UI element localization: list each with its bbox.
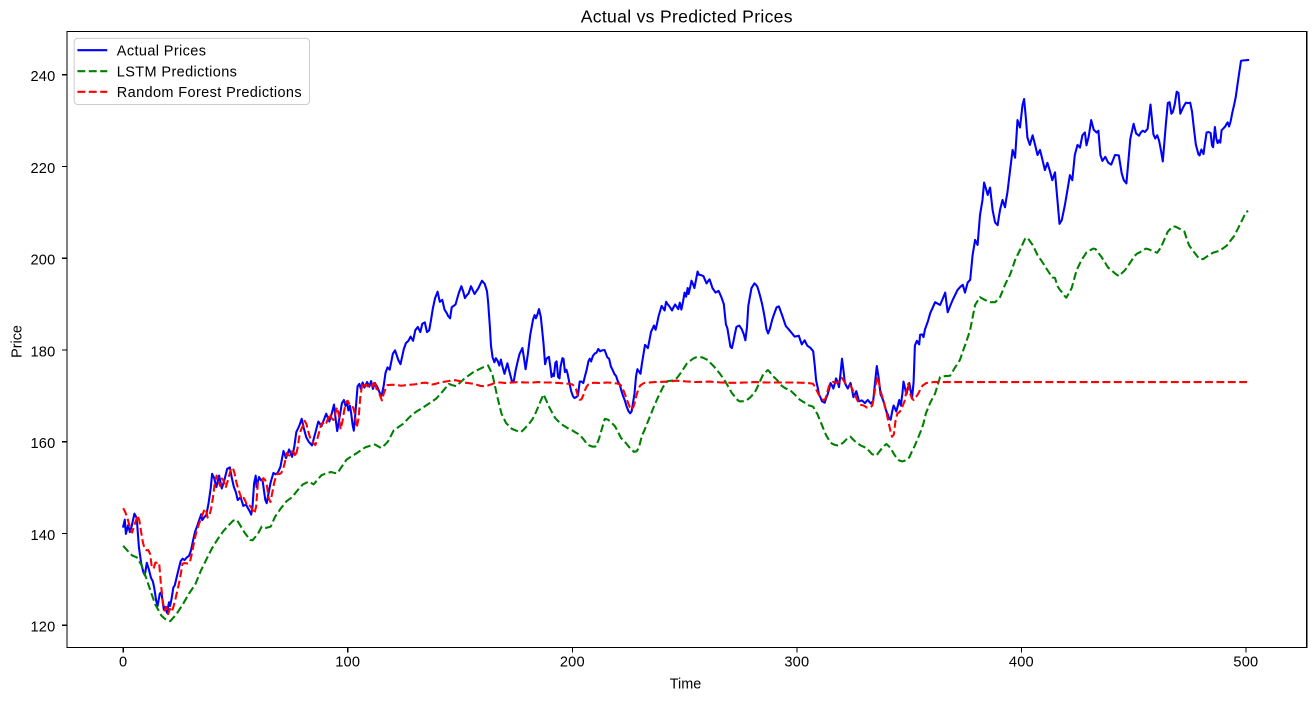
svg-text:LSTM Predictions: LSTM Predictions bbox=[117, 64, 238, 80]
svg-text:Actual vs Predicted Prices: Actual vs Predicted Prices bbox=[581, 7, 793, 27]
svg-text:400: 400 bbox=[1009, 655, 1034, 671]
svg-text:500: 500 bbox=[1233, 655, 1258, 671]
svg-text:140: 140 bbox=[30, 528, 55, 544]
svg-text:240: 240 bbox=[30, 69, 55, 85]
svg-text:Price: Price bbox=[10, 325, 26, 358]
svg-text:0: 0 bbox=[119, 655, 127, 671]
svg-text:120: 120 bbox=[30, 620, 55, 636]
svg-text:300: 300 bbox=[784, 655, 809, 671]
svg-text:160: 160 bbox=[30, 436, 55, 452]
svg-text:Time: Time bbox=[670, 676, 701, 692]
svg-text:Actual Prices: Actual Prices bbox=[117, 43, 207, 59]
svg-text:100: 100 bbox=[335, 655, 360, 671]
svg-text:200: 200 bbox=[560, 655, 585, 671]
svg-text:220: 220 bbox=[30, 161, 55, 177]
svg-text:180: 180 bbox=[30, 344, 55, 360]
svg-text:200: 200 bbox=[30, 253, 55, 269]
svg-text:Random Forest Predictions: Random Forest Predictions bbox=[117, 85, 302, 101]
